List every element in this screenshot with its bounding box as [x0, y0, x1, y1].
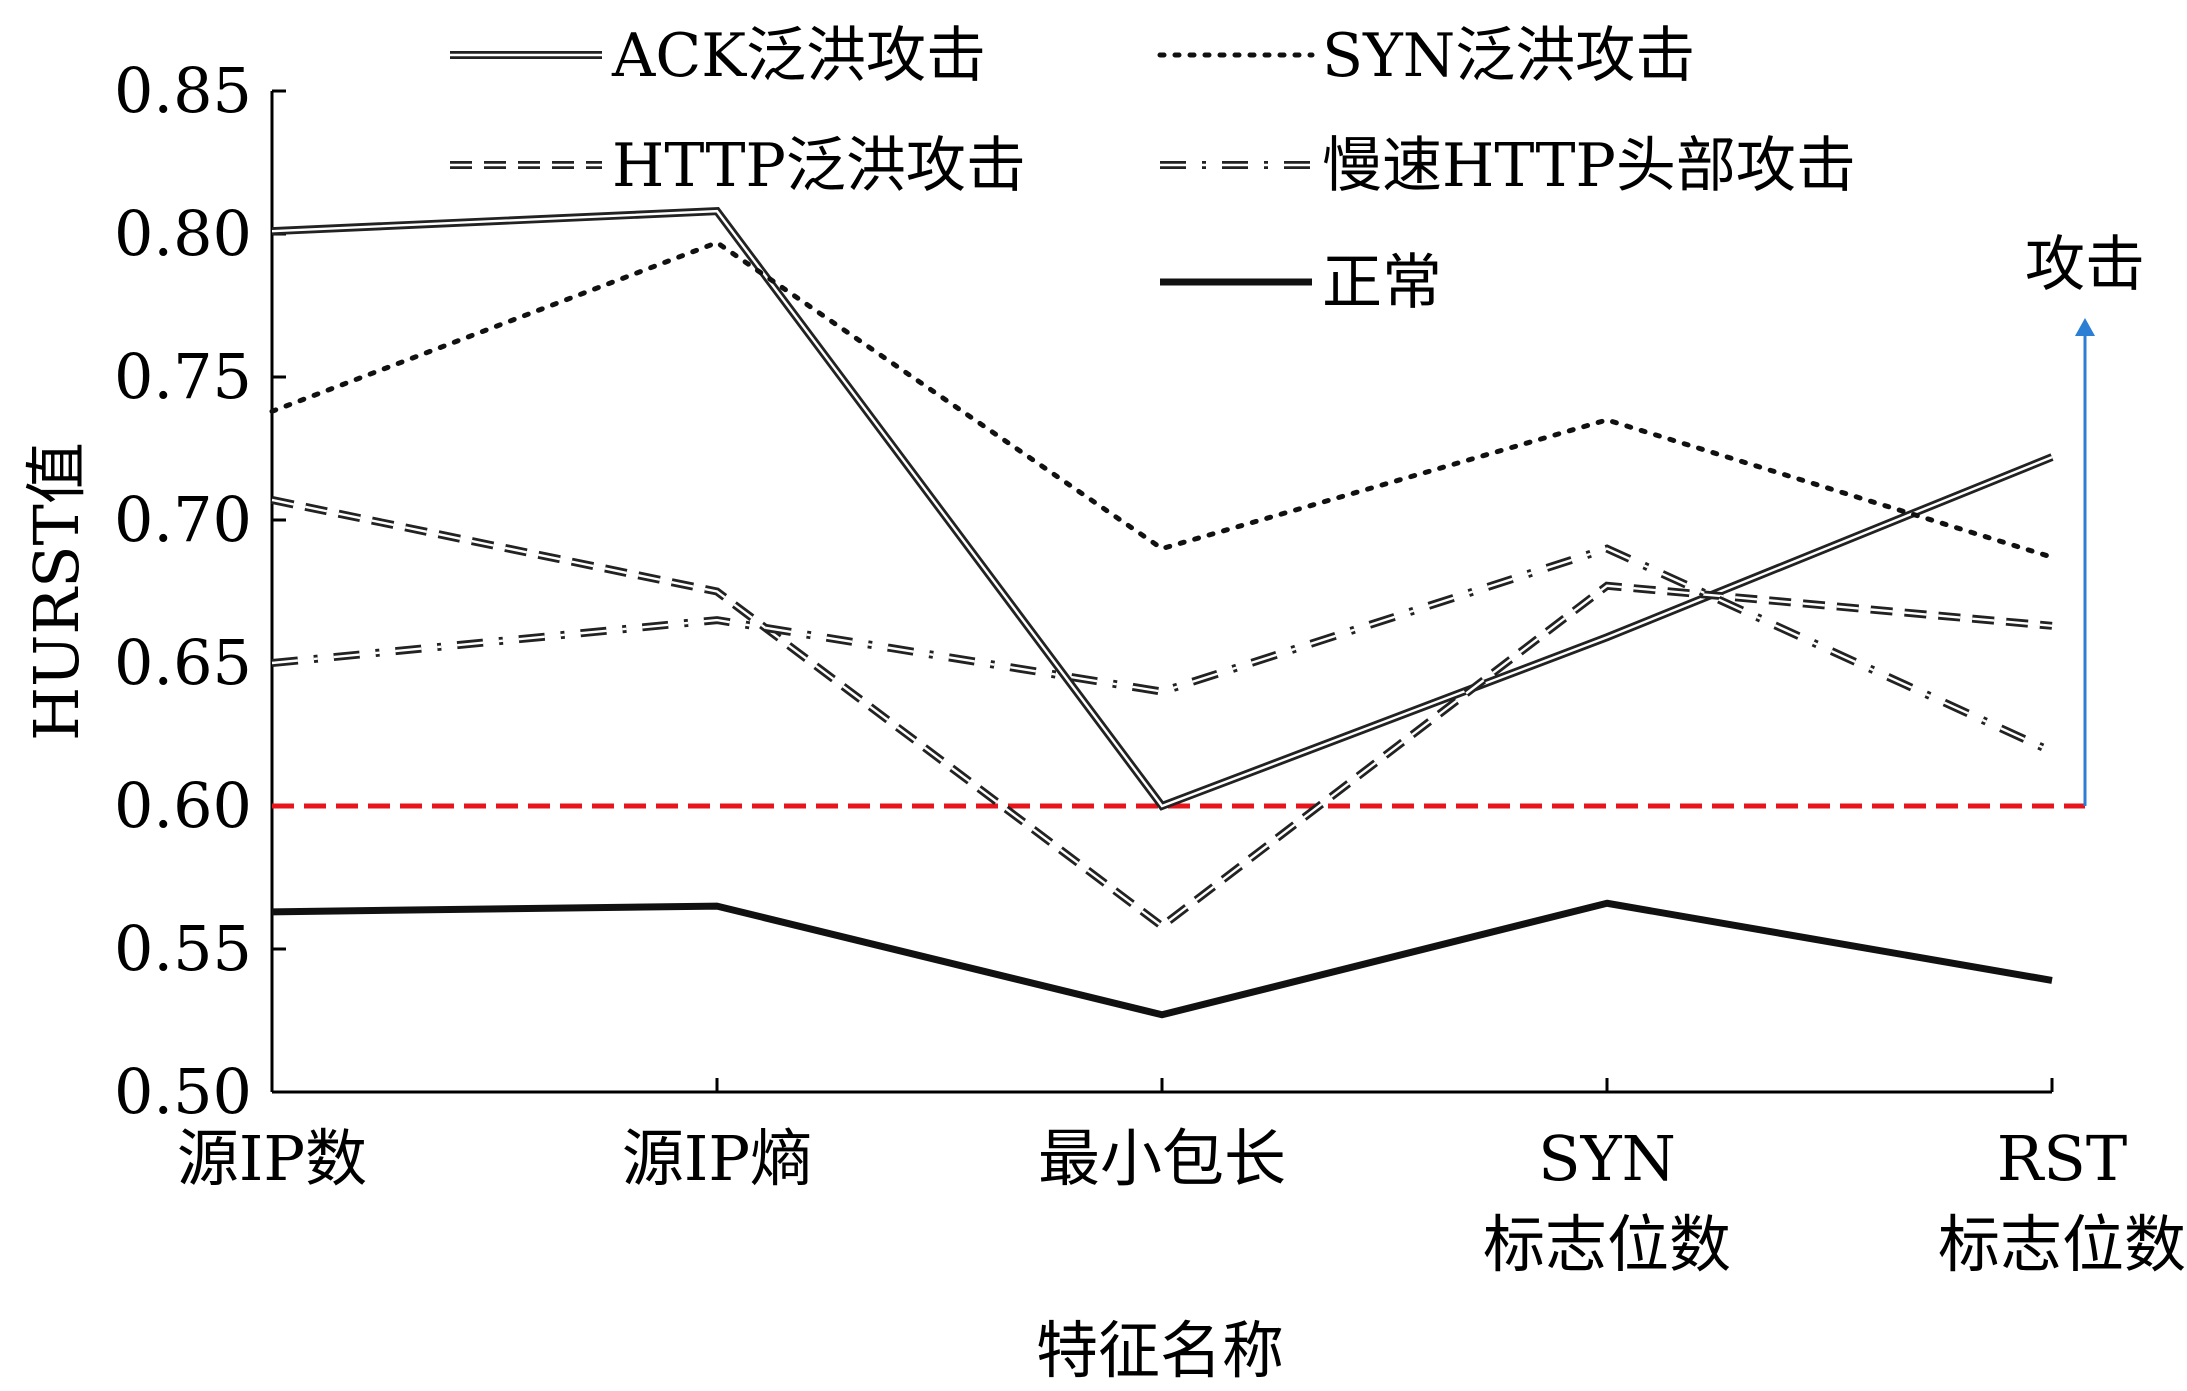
- x-tick-label: SYN: [1538, 1122, 1676, 1195]
- x-tick-label: 标志位数: [1483, 1208, 1731, 1281]
- y-tick-label: 0.60: [114, 769, 252, 842]
- x-tick-label: RST: [1997, 1122, 2128, 1195]
- x-tick-label: 最小包长: [1038, 1122, 1286, 1195]
- axes: 0.50 0.55 0.60 0.65 0.70 0.75 0.80 0.85 源IP数 源IP熵…: [20, 54, 2186, 1387]
- series-line-double-inner: [271, 209, 2053, 808]
- y-tick-label: 0.65: [114, 626, 252, 699]
- series-line-dotted: [269, 240, 2055, 560]
- y-tick-label: 0.80: [114, 197, 252, 270]
- series-dashdot: [271, 544, 2054, 756]
- series-dashed: [271, 496, 2053, 932]
- y-tick-label: 0.55: [114, 912, 252, 985]
- legend-label: SYN泛洪攻击: [1322, 21, 1695, 91]
- series-line-double: [271, 207, 2054, 811]
- y-tick-label: 0.85: [114, 54, 252, 127]
- series-double: [271, 207, 2054, 811]
- y-tick-label: 0.50: [114, 1055, 252, 1128]
- series-line-dashdot: [271, 544, 2054, 756]
- legend-label: 正常: [1322, 248, 1442, 318]
- y-tick-label: 0.70: [114, 483, 252, 556]
- series-solid-bold: [271, 899, 2053, 1019]
- series-line-dashdot-inner: [271, 547, 2053, 753]
- legend-label: HTTP泛洪攻击: [612, 131, 1026, 201]
- x-tick-label: 标志位数: [1938, 1208, 2186, 1281]
- y-axis-title: HURST值: [20, 442, 93, 741]
- x-axis-title: 特征名称: [1036, 1314, 1284, 1387]
- series-line-dashed-inner: [271, 498, 2053, 928]
- series-line-solid-bold: [271, 899, 2053, 1019]
- y-tick-label: 0.75: [114, 340, 252, 413]
- x-tick-label: 源IP数: [177, 1122, 367, 1195]
- attack-label: 攻击: [2025, 230, 2145, 300]
- legend-label: 慢速HTTP头部攻击: [1322, 131, 1856, 201]
- legend-item: ACK泛洪攻击: [450, 21, 986, 91]
- legend-label: ACK泛洪攻击: [611, 21, 986, 91]
- series-layer: [269, 207, 2055, 1019]
- legend-item: 慢速HTTP头部攻击: [1160, 131, 1856, 201]
- legend-item: SYN泛洪攻击: [1157, 21, 1695, 91]
- x-tick-label: 源IP熵: [622, 1122, 812, 1195]
- attack-arrow-head: [2075, 318, 2095, 336]
- annotation-layer: 攻击: [2025, 230, 2145, 806]
- series-dotted: [269, 240, 2055, 560]
- legend-item: HTTP泛洪攻击: [450, 131, 1026, 201]
- legend-item: 正常: [1160, 248, 1442, 318]
